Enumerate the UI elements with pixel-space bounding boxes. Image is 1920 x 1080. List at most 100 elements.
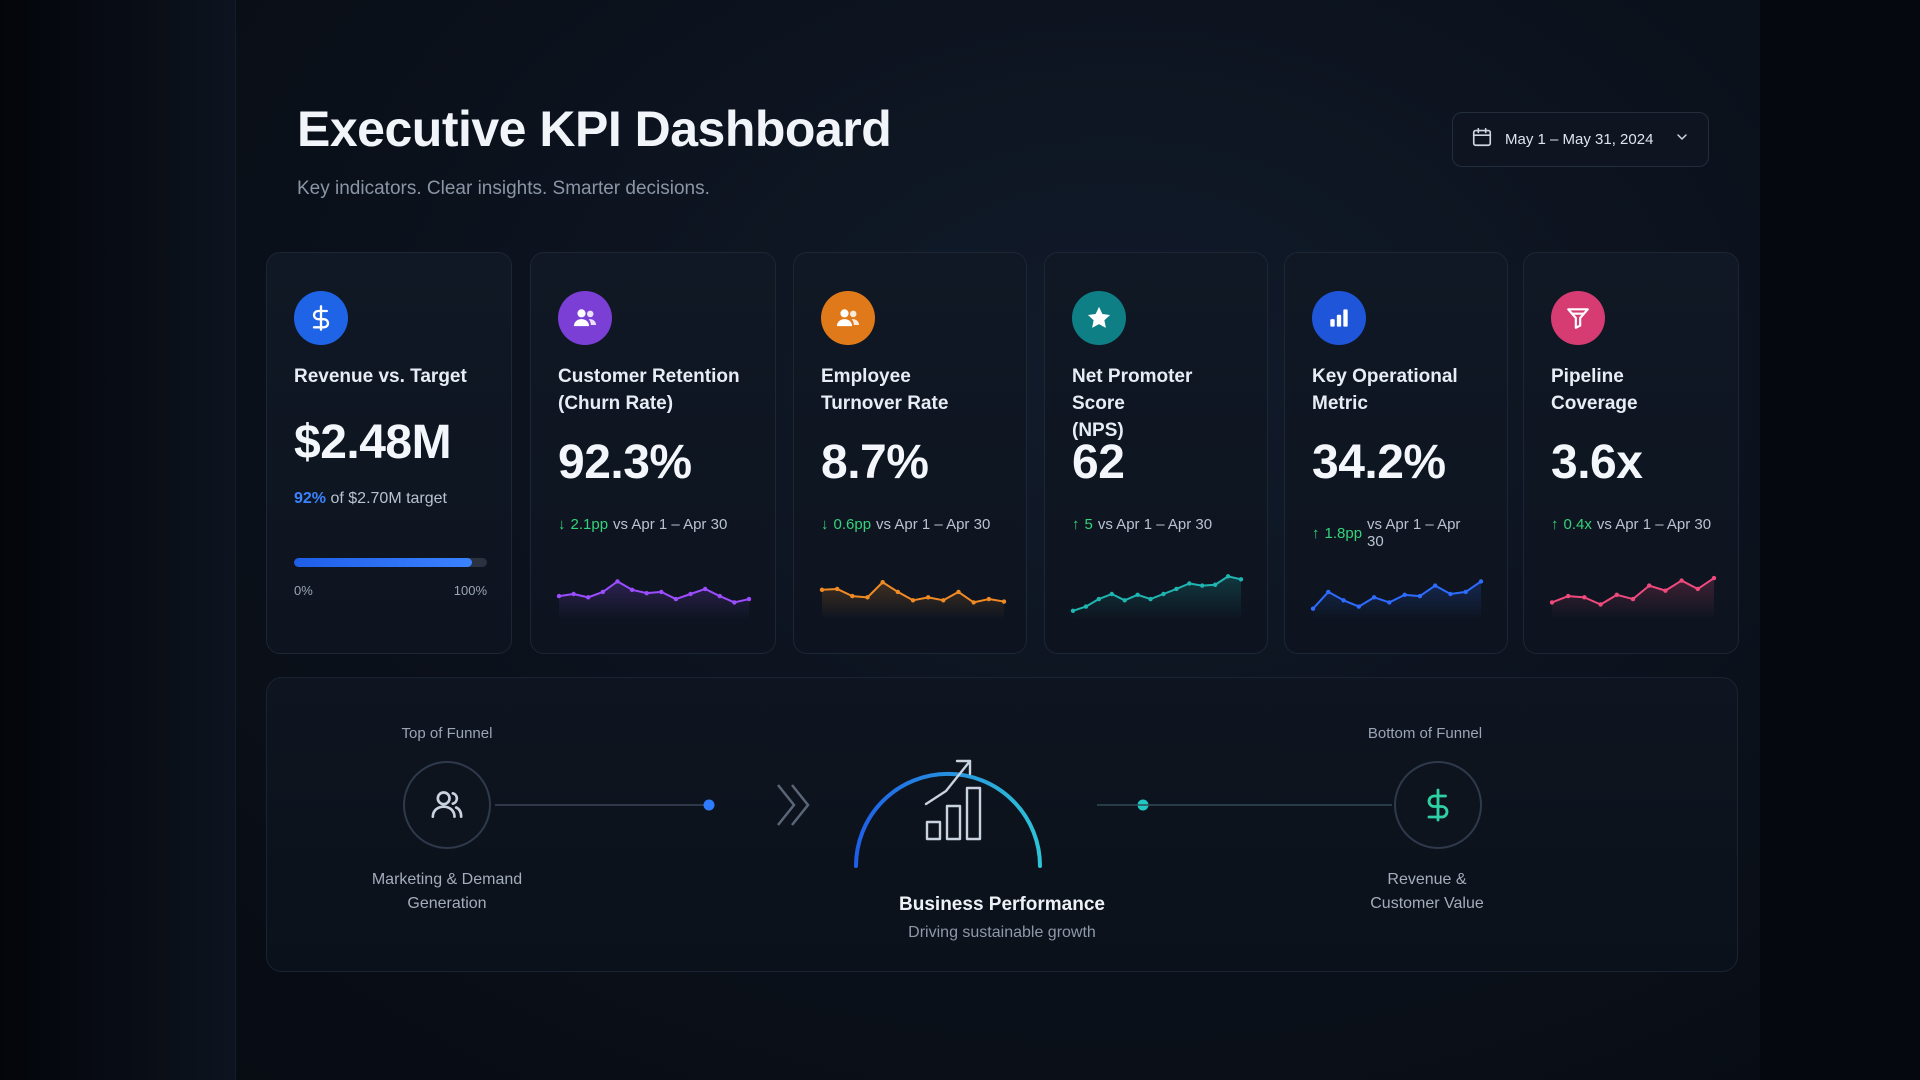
business-performance-subtitle: Driving sustainable growth	[908, 924, 1096, 941]
sparkline-area	[1073, 576, 1241, 619]
kpi-card-retention[interactable]: Customer Retention (Churn Rate) 92.3% ↓ …	[530, 252, 776, 654]
kpi-delta: ↓ 2.1pp vs Apr 1 – Apr 30	[558, 516, 749, 533]
arrow-down-icon: ↓	[558, 516, 566, 533]
sparkline-point	[819, 587, 825, 592]
bar-chart-icon	[1312, 291, 1366, 345]
kpi-title-line: (Churn Rate)	[558, 393, 674, 414]
sparkline-point	[1096, 596, 1102, 602]
sparkline-point	[1200, 583, 1205, 588]
page-header: Executive KPI Dashboard Key indicators. …	[297, 100, 892, 200]
date-range-picker[interactable]: May 1 – May 31, 2024	[1452, 112, 1709, 167]
top-of-funnel-label: Top of Funnel	[401, 725, 493, 742]
sparkline-point	[1647, 583, 1652, 588]
kpi-value: 8.7%	[821, 436, 929, 489]
caption-line: Generation	[407, 895, 487, 912]
kpi-card-turnover[interactable]: Employee Turnover Rate 8.7% ↓ 0.6pp vs A…	[793, 252, 1027, 654]
delta-value: 0.6pp	[833, 516, 872, 533]
dollar-icon	[1394, 761, 1482, 849]
sparkline-point	[746, 596, 752, 602]
sparkline-point	[1174, 586, 1179, 592]
kpi-title-line: Metric	[1312, 393, 1368, 414]
caption-line: Marketing & Demand	[371, 871, 523, 888]
revenue-progress-bar	[294, 558, 487, 567]
users-icon	[558, 291, 612, 345]
sparkline-point	[556, 593, 562, 599]
sparkline-point	[1582, 595, 1587, 600]
turnover-sparkline	[819, 580, 1007, 619]
chevron-right-icon	[791, 784, 810, 826]
kpi-title: Revenue vs. Target	[294, 366, 467, 387]
pipeline-sparkline	[1549, 575, 1717, 619]
users-icon	[403, 761, 491, 849]
sparkline-point	[673, 596, 679, 602]
kpi-card-revenue[interactable]: Revenue vs. Target $2.48M 92% of $2.70M …	[266, 252, 512, 654]
arrow-up-icon: ↑	[1312, 524, 1320, 542]
sparkline-point	[702, 586, 708, 592]
growth-chart-icon	[924, 759, 982, 841]
retention-sparkline	[556, 579, 752, 619]
sparkline-point	[600, 589, 606, 595]
sparkline-point	[1135, 592, 1140, 598]
sparkline-point	[1549, 600, 1555, 605]
sparkline-point	[1187, 581, 1192, 586]
kpi-title: Pipeline Coverage	[1551, 363, 1712, 417]
delta-comparison: vs Apr 1 – Apr 30	[876, 516, 991, 533]
kpi-card-operational[interactable]: Key Operational Metric 34.2% ↑ 1.8pp vs …	[1284, 252, 1508, 654]
sparkline-point	[925, 595, 931, 600]
funnel-icon	[1551, 291, 1605, 345]
sparkline-point	[717, 593, 722, 599]
kpi-card-nps[interactable]: Net Promoter Score (NPS) 62 ↑ 5 vs Apr 1…	[1044, 252, 1268, 654]
sparkline-point	[1238, 577, 1244, 582]
sparkline-point	[1417, 593, 1423, 599]
sparkline-point	[1663, 588, 1668, 593]
sparkline-area	[1313, 581, 1481, 619]
sparkline-point	[1630, 596, 1636, 602]
sparkline-point	[688, 591, 693, 597]
progress-min-label: 0%	[294, 583, 313, 598]
sparkline-point	[659, 589, 664, 595]
progress-max-label: 100%	[453, 583, 487, 598]
connector-dot-left	[703, 799, 715, 811]
date-range-label: May 1 – May 31, 2024	[1505, 131, 1654, 148]
arrow-up-icon: ↑	[1551, 516, 1559, 533]
kpi-title: Employee Turnover Rate	[821, 363, 1000, 417]
kpi-value: 92.3%	[558, 436, 692, 489]
target-percent: 92%	[294, 490, 327, 507]
arrow-up-icon: ↑	[1072, 516, 1080, 533]
delta-value: 5	[1084, 516, 1093, 533]
operational-sparkline	[1310, 579, 1484, 619]
kpi-title-line: Coverage	[1551, 393, 1638, 414]
sparkline-point	[850, 593, 855, 599]
kpi-value: 3.6x	[1551, 436, 1643, 489]
sparkline-point	[941, 598, 946, 603]
arrow-down-icon: ↓	[821, 516, 829, 533]
sparkline-point	[1109, 591, 1114, 597]
target-text: 92% of $2.70M target	[294, 490, 485, 508]
kpi-title-line: Turnover Rate	[821, 393, 949, 414]
kpi-title-line: Net Promoter Score	[1072, 366, 1193, 414]
sparkline-point	[1212, 582, 1218, 587]
funnel-connectors	[495, 759, 1392, 868]
kpi-value: 34.2%	[1312, 436, 1446, 489]
kpi-title-line: Employee	[821, 366, 911, 387]
sparkline-point	[1711, 575, 1717, 581]
bottom-of-funnel-label: Bottom of Funnel	[1367, 725, 1483, 742]
sparkline-point	[1148, 596, 1153, 602]
delta-value: 2.1pp	[570, 516, 609, 533]
sparkline-point	[1161, 591, 1166, 597]
dollar-icon	[294, 291, 348, 345]
kpi-card-pipeline[interactable]: Pipeline Coverage 3.6x ↑ 0.4x vs Apr 1 –…	[1523, 252, 1739, 654]
kpi-title: Customer Retention (Churn Rate)	[558, 363, 749, 417]
kpi-title-line: Key Operational	[1312, 366, 1458, 387]
kpi-delta: ↑ 1.8pp vs Apr 1 – Apr 30	[1312, 516, 1481, 550]
sparkline-point	[1122, 598, 1127, 603]
sidebar-panel	[0, 0, 236, 1080]
users-icon	[821, 291, 875, 345]
sparkline-point	[629, 587, 635, 592]
sparkline-point	[1598, 602, 1603, 607]
kpi-value: 62	[1072, 436, 1125, 489]
performance-arc	[854, 772, 1042, 868]
caption-line: Revenue &	[1387, 871, 1467, 888]
sparkline-point	[956, 589, 961, 595]
sparkline-point	[971, 600, 976, 605]
